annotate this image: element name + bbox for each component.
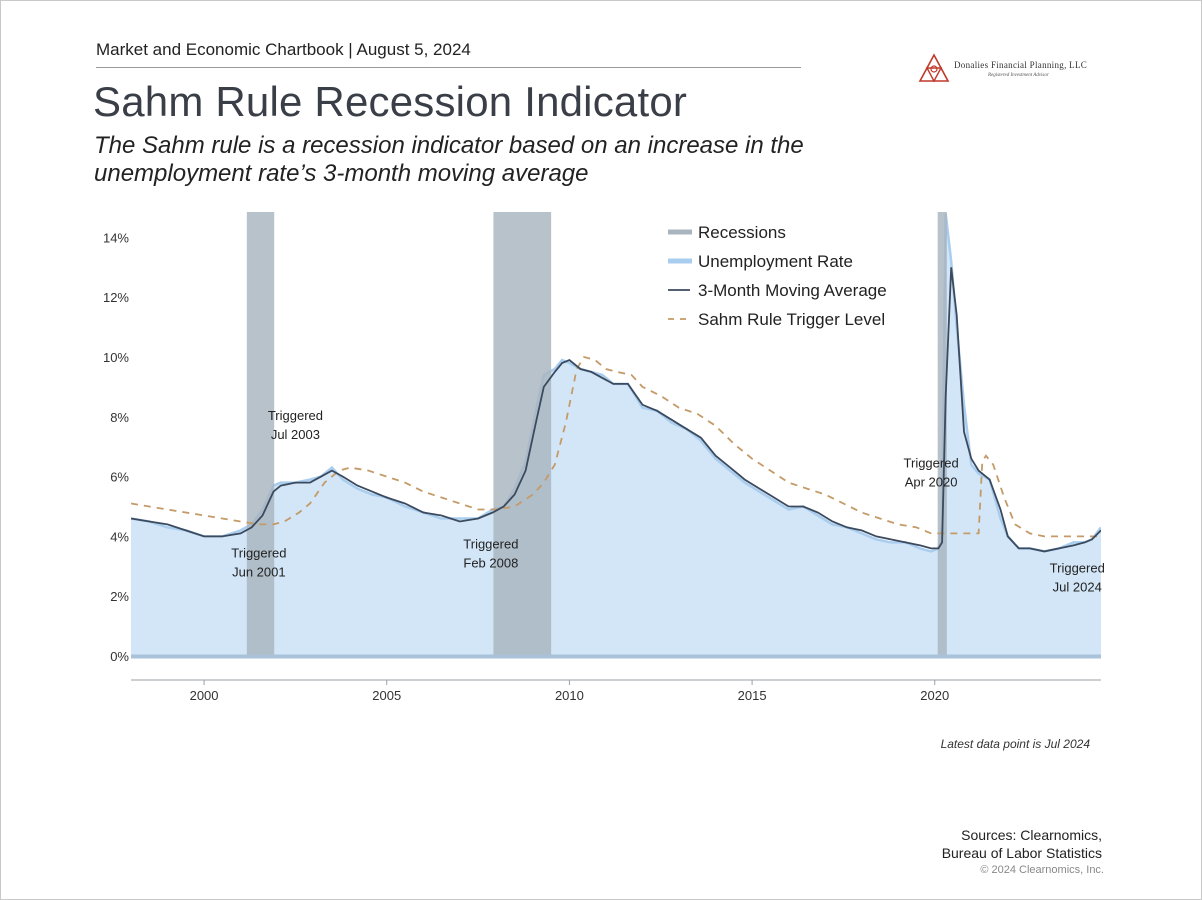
subtitle-line-2: unemployment rate’s 3-month moving avera… xyxy=(94,160,589,187)
sources-line-1: Sources: Clearnomics, xyxy=(961,827,1102,843)
unemployment-area xyxy=(131,213,1101,656)
legend-label: 3-Month Moving Average xyxy=(698,281,887,300)
x-tick-label: 2005 xyxy=(372,688,401,703)
sources: Sources: Clearnomics, Bureau of Labor St… xyxy=(942,826,1102,862)
legend-label: Unemployment Rate xyxy=(698,252,853,271)
trigger-annotation-line-2: Apr 2020 xyxy=(905,475,958,490)
x-tick-label: 2020 xyxy=(920,688,949,703)
x-tick-label: 2015 xyxy=(738,688,767,703)
brand-name: Donalies Financial Planning, LLC xyxy=(954,60,1088,70)
zero-baseline xyxy=(131,654,1101,659)
latest-data-note: Latest data point is Jul 2024 xyxy=(940,737,1090,751)
page-title: Sahm Rule Recession Indicator xyxy=(93,78,688,125)
y-tick-label: 6% xyxy=(110,470,129,485)
header-divider xyxy=(96,67,801,68)
trigger-annotation-line-1: Triggered xyxy=(904,456,959,471)
trigger-annotation-line-2: Feb 2008 xyxy=(463,555,518,570)
x-tick-label: 2010 xyxy=(555,688,584,703)
recession-bar-1 xyxy=(246,212,275,656)
sahm-trigger-line xyxy=(131,355,1101,538)
sources-line-2: Bureau of Labor Statistics xyxy=(941,845,1102,861)
legend-label: Sahm Rule Trigger Level xyxy=(698,310,885,329)
y-tick-label: 10% xyxy=(103,350,129,365)
subtitle-line-1: The Sahm rule is a recession indicator b… xyxy=(94,132,804,159)
trigger-annotation-line-1: Triggered xyxy=(1050,560,1105,575)
recession-bar-2 xyxy=(493,212,552,656)
y-tick-label: 4% xyxy=(110,529,129,544)
y-tick-label: 14% xyxy=(103,230,129,245)
sahm-rule-chart: 0% 2% 4% 6% 8% 10% 12% 14% 2000 2005 2010 2015 2020 T… xyxy=(103,212,1105,703)
trigger-annotation-line-1: Triggered xyxy=(268,408,323,423)
moving-average-line xyxy=(131,267,1101,553)
chartbook-header: Market and Economic Chartbook | August 5… xyxy=(96,40,471,59)
trigger-annotation-line-1: Triggered xyxy=(463,536,518,551)
legend-label: Recessions xyxy=(698,223,786,242)
trigger-annotation-line-2: Jul 2003 xyxy=(271,427,320,442)
y-tick-label: 0% xyxy=(110,649,129,664)
y-tick-label: 12% xyxy=(103,290,129,305)
x-tick-label: 2000 xyxy=(190,688,219,703)
trigger-annotation-line-2: Jul 2024 xyxy=(1053,579,1102,594)
brand-logo: Donalies Financial Planning, LLC Registe… xyxy=(918,52,1088,86)
y-tick-label: 8% xyxy=(110,410,129,425)
copyright: © 2024 Clearnomics, Inc. xyxy=(980,864,1104,876)
recession-bar-3 xyxy=(937,212,947,656)
trigger-annotation-line-2: Jun 2001 xyxy=(232,564,286,579)
triangle-logo-icon xyxy=(918,53,950,83)
brand-subtitle: Registered Investment Advisor xyxy=(988,73,1049,78)
y-tick-label: 2% xyxy=(110,589,129,604)
page-subtitle: The Sahm rule is a recession indicator b… xyxy=(94,132,854,188)
trigger-annotation-line-1: Triggered xyxy=(231,545,286,560)
